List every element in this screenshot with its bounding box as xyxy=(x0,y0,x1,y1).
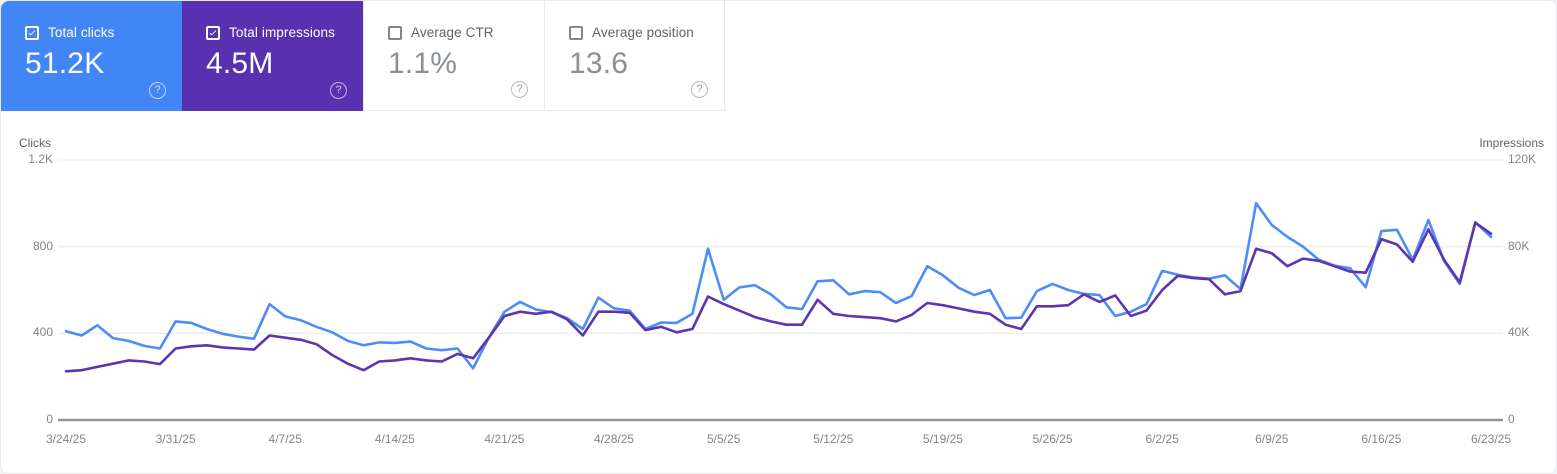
help-icon[interactable]: ? xyxy=(330,82,347,99)
metric-card-average-position[interactable]: Average position 13.6 ? xyxy=(544,1,725,111)
average-ctr-value: 1.1% xyxy=(388,47,458,80)
x-tick-label: 5/12/25 xyxy=(813,432,854,446)
clicks-line xyxy=(64,202,1493,370)
total-impressions-checkbox[interactable] xyxy=(206,25,220,40)
right-axis-label: Impressions xyxy=(1479,136,1544,150)
x-tick-label: 6/16/25 xyxy=(1361,432,1402,446)
x-tick-label: 5/26/25 xyxy=(1032,432,1073,446)
x-tick-label: 4/28/25 xyxy=(594,432,635,446)
metric-card-header: Average CTR xyxy=(388,25,494,40)
metric-card-header: Average position xyxy=(569,25,694,40)
metric-cards-row: Total clicks 51.2K ? Total impressions 4… xyxy=(1,1,725,111)
help-icon[interactable]: ? xyxy=(149,82,166,99)
metric-card-header: Total impressions xyxy=(206,25,335,40)
left-tick-800: 800 xyxy=(32,239,53,253)
right-tick-40k: 40K xyxy=(1508,325,1530,339)
x-tick-label: 3/24/25 xyxy=(45,432,87,446)
x-tick-label: 4/14/25 xyxy=(374,432,415,446)
left-axis-label: Clicks xyxy=(19,136,51,150)
average-position-checkbox[interactable] xyxy=(569,25,583,40)
right-tick-120k: 120K xyxy=(1508,152,1537,166)
checkmark-icon xyxy=(209,30,217,36)
metric-card-label: Average CTR xyxy=(411,25,494,40)
help-icon[interactable]: ? xyxy=(511,81,528,98)
metric-card-average-ctr[interactable]: Average CTR 1.1% ? xyxy=(363,1,544,111)
x-tick-label: 6/9/25 xyxy=(1255,432,1289,446)
metric-card-label: Total clicks xyxy=(48,25,115,40)
metric-card-label: Total impressions xyxy=(229,25,335,40)
x-tick-label: 5/5/25 xyxy=(707,432,741,446)
metric-card-total-impressions[interactable]: Total impressions 4.5M ? xyxy=(182,1,363,111)
checkmark-icon xyxy=(28,30,36,36)
x-tick-label: 4/7/25 xyxy=(268,432,302,446)
total-impressions-value: 4.5M xyxy=(206,47,274,80)
x-tick-label: 6/2/25 xyxy=(1145,432,1179,446)
right-tick-0: 0 xyxy=(1508,412,1515,426)
x-tick-label: 5/19/25 xyxy=(922,432,963,446)
metric-card-label: Average position xyxy=(592,25,694,40)
metric-card-total-clicks[interactable]: Total clicks 51.2K ? xyxy=(1,1,182,111)
average-ctr-checkbox[interactable] xyxy=(388,25,402,40)
impressions-line xyxy=(64,221,1493,373)
x-tick-label: 3/31/25 xyxy=(155,432,196,446)
total-clicks-checkbox[interactable] xyxy=(25,25,39,40)
left-tick-400: 400 xyxy=(32,325,53,339)
left-tick-0: 0 xyxy=(46,412,53,426)
left-tick-1200: 1.2K xyxy=(28,152,53,166)
help-icon[interactable]: ? xyxy=(691,81,708,98)
metric-card-header: Total clicks xyxy=(25,25,114,40)
x-tick-label: 6/23/25 xyxy=(1470,432,1512,446)
average-position-value: 13.6 xyxy=(569,47,629,80)
right-tick-80k: 80K xyxy=(1508,239,1530,253)
total-clicks-value: 51.2K xyxy=(25,47,105,80)
x-tick-label: 4/21/25 xyxy=(484,432,525,446)
